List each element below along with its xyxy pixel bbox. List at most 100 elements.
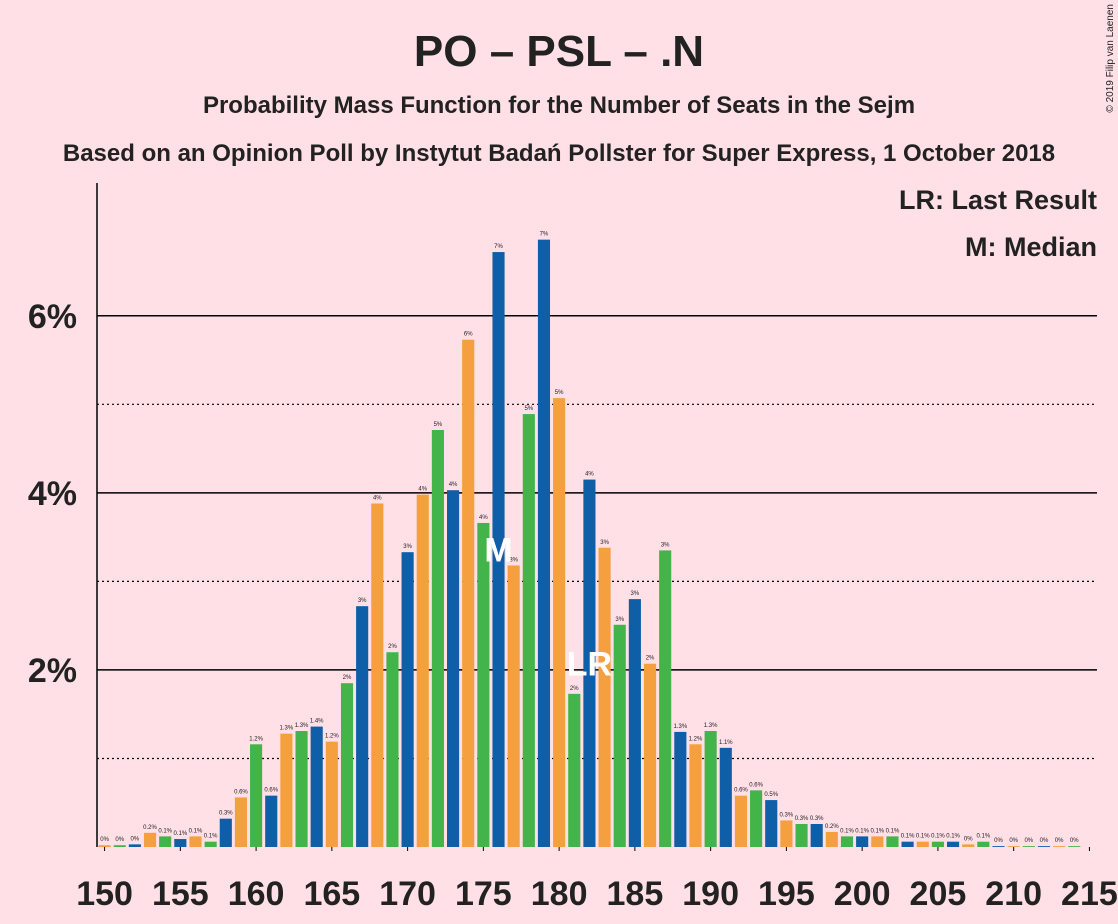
value-label: 4% [373,495,382,501]
value-label: 7% [540,232,549,238]
legend-entry: LR: Last Result [899,185,1097,215]
source-note: Based on an Opinion Poll by Instytut Bad… [63,140,1055,167]
bar [477,522,490,847]
value-label: 0.1% [158,828,172,834]
value-label: 3% [661,542,670,548]
value-label: 2% [343,675,352,681]
bar [280,733,293,847]
bar [583,479,596,847]
x-tick-label: 190 [682,875,739,913]
x-tick-label: 195 [758,875,815,913]
bar [613,624,626,847]
x-tick-label: 160 [228,875,285,913]
value-label: 1.1% [719,740,733,746]
value-label: 0.3% [795,816,809,822]
bar [507,565,520,847]
value-label: 0.2% [143,825,157,831]
bar [916,841,929,847]
value-label: 0% [131,836,140,842]
bar [992,846,1005,847]
bar [1068,846,1081,847]
x-tick-label: 200 [834,875,891,913]
value-label: 0.6% [264,788,278,794]
value-label: 0.1% [931,834,945,840]
bar [840,836,854,847]
value-label: 0% [1009,838,1018,844]
bar [250,744,263,847]
bar [522,414,535,847]
x-tick-label: 175 [455,875,512,913]
bar [886,836,899,847]
value-label: 7% [494,244,503,250]
value-label: 0% [115,837,124,843]
bar [537,239,551,848]
y-tick-label: 4% [28,475,77,513]
bar [598,547,611,847]
value-label: 0% [1055,838,1064,844]
bar [356,606,369,847]
bar [780,820,793,847]
value-label: 0.1% [916,834,930,840]
bar [810,823,823,847]
value-label: 0.6% [749,782,763,788]
value-label: 4% [585,472,594,478]
bar [295,731,308,847]
value-label: 3% [509,557,518,563]
bar [219,818,232,847]
x-tick-label: 150 [76,875,133,913]
bar [553,398,566,847]
value-label: 1.2% [689,736,703,742]
x-tick-label: 180 [531,875,588,913]
value-label: 4% [449,482,458,488]
value-label: 0% [100,837,109,843]
value-label: 2% [646,656,655,662]
x-tick-label: 165 [303,875,360,913]
value-label: 3% [615,617,624,623]
bar [931,841,944,847]
bar [750,790,763,847]
value-label: 0.1% [173,831,187,837]
bar [795,823,808,847]
value-label: 0.5% [764,792,778,798]
value-label: 0% [964,836,973,842]
value-label: 5% [434,422,443,428]
bar [340,683,354,847]
value-label: 0.3% [219,811,233,817]
copyright: © 2019 Filip van Laenen [1105,4,1116,113]
bar [734,795,747,847]
value-label: 0.1% [189,828,203,834]
bar [310,726,323,847]
bar [462,339,475,847]
bar [1022,846,1035,847]
chart-title: PO – PSL – .N [414,27,704,76]
value-label: 1.3% [704,723,718,729]
value-label: 1.3% [280,726,294,732]
value-label: 4% [479,515,488,521]
value-label: 1.3% [295,723,309,729]
value-label: 0.2% [825,824,839,830]
value-label: 5% [555,390,564,396]
bar [325,741,338,847]
bar [143,832,157,847]
bar [113,845,126,847]
value-label: 1.4% [310,719,324,725]
value-label: 0.1% [901,834,915,840]
y-tick-label: 6% [28,298,77,336]
value-label: 0.1% [840,828,854,834]
value-label: 3% [358,598,367,604]
x-tick-label: 185 [607,875,664,913]
value-label: 0.1% [886,828,900,834]
value-label: 0.6% [734,788,748,794]
value-label: 0.1% [204,834,218,840]
bar [1053,846,1066,847]
value-label: 0% [1070,838,1079,844]
x-tick-label: 155 [152,875,209,913]
bar [977,841,990,847]
x-tick-label: 205 [910,875,967,913]
bar [416,494,429,847]
bar [371,503,384,847]
x-tick-label: 215 [1061,875,1118,913]
value-label: 0.1% [855,828,869,834]
bar [447,490,460,847]
